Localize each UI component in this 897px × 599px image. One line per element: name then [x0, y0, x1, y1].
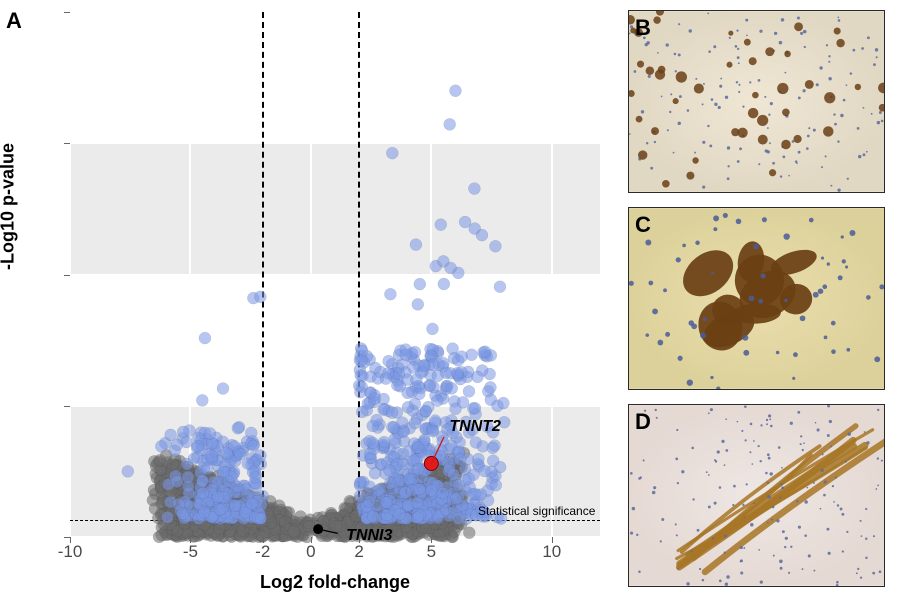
x-tick: -2	[255, 542, 270, 562]
figure-wrapper: A -Log10 p-value Log2 fold-change TNNT2T…	[0, 0, 897, 599]
x-tick: 10	[542, 542, 561, 562]
micrograph-D: D	[628, 404, 885, 587]
annotations-layer: TNNT2TNNI3Statistical significance	[70, 12, 600, 537]
x-tick: 2	[354, 542, 363, 562]
micrograph-C: C	[628, 207, 885, 390]
x-tick: -5	[183, 542, 198, 562]
x-tick: 5	[427, 542, 436, 562]
volcano-plot-area: TNNT2TNNI3Statistical significance	[70, 12, 600, 537]
gene-annotation: TNNT2	[449, 418, 501, 436]
y-axis-label: -Log10 p-value	[0, 143, 19, 270]
micrograph-B: B	[628, 10, 885, 193]
x-tick: 0	[306, 542, 315, 562]
gene-annotation: TNNI3	[346, 527, 392, 545]
micrograph-column: B C D	[620, 0, 897, 599]
panel-letter-A: A	[6, 8, 22, 34]
x-axis-label: Log2 fold-change	[70, 572, 600, 593]
x-tick: -10	[58, 542, 83, 562]
significance-label: Statistical significance	[478, 504, 595, 518]
volcano-panel: A -Log10 p-value Log2 fold-change TNNT2T…	[0, 0, 620, 599]
